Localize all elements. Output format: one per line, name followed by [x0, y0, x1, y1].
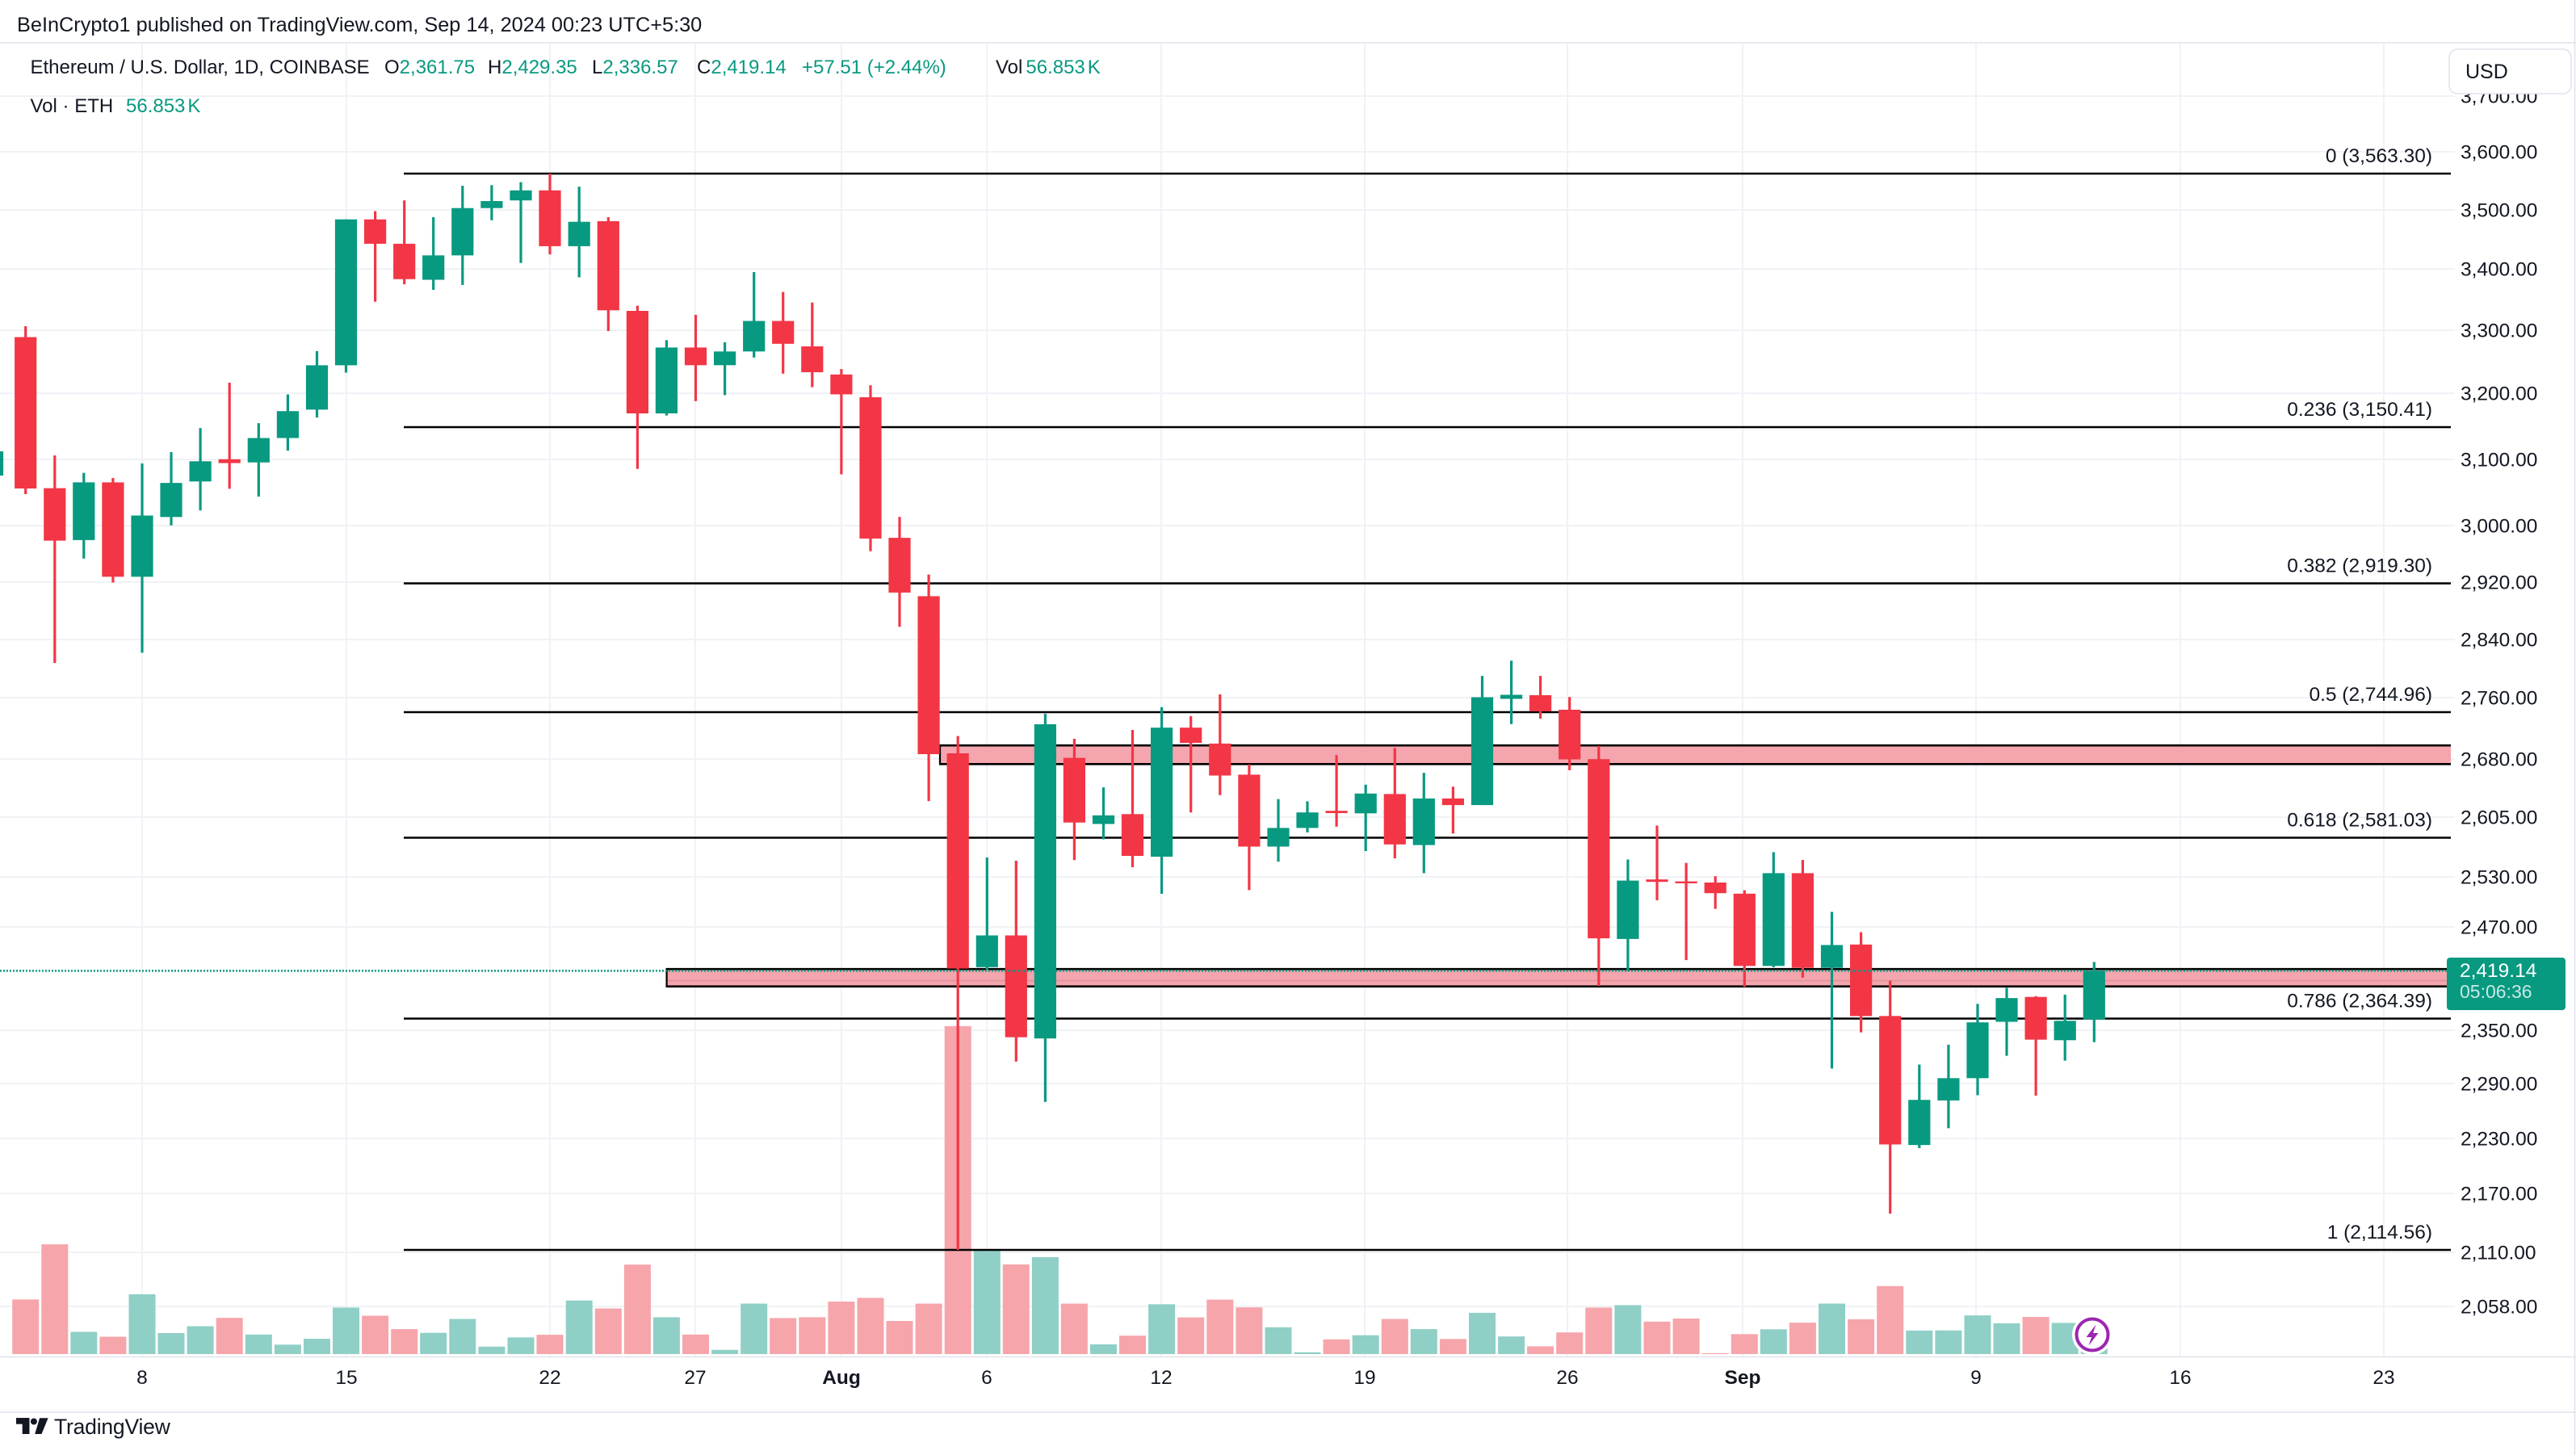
svg-text:BeInCrypto1 published on Tradi: BeInCrypto1 published on TradingView.com…: [17, 14, 702, 36]
svg-text:26: 26: [1556, 1367, 1578, 1389]
svg-text:3,400.00: 3,400.00: [2461, 259, 2537, 281]
svg-text:3,000.00: 3,000.00: [2461, 516, 2537, 538]
svg-text:15: 15: [335, 1367, 357, 1389]
svg-text:6: 6: [981, 1367, 992, 1389]
svg-text:2,760.00: 2,760.00: [2461, 688, 2537, 710]
svg-text:2,290.00: 2,290.00: [2461, 1074, 2537, 1096]
svg-text:2,920.00: 2,920.00: [2461, 572, 2537, 594]
svg-text:1 (2,114.56): 1 (2,114.56): [2327, 1222, 2432, 1243]
svg-text:Aug: Aug: [822, 1367, 861, 1389]
svg-text:2,058.00: 2,058.00: [2461, 1297, 2537, 1319]
svg-text:TradingView: TradingView: [54, 1415, 171, 1439]
svg-text:0.236 (3,150.41): 0.236 (3,150.41): [2287, 399, 2432, 421]
svg-text:9: 9: [1970, 1367, 1982, 1389]
svg-text:0.618 (2,581.03): 0.618 (2,581.03): [2287, 810, 2432, 832]
svg-text:8: 8: [136, 1367, 148, 1389]
svg-text:2,680.00: 2,680.00: [2461, 749, 2537, 771]
svg-text:3,600.00: 3,600.00: [2461, 142, 2537, 164]
svg-text:2,170.00: 2,170.00: [2461, 1184, 2537, 1206]
svg-text:0.5 (2,744.96): 0.5 (2,744.96): [2309, 684, 2432, 706]
svg-text:3,200.00: 3,200.00: [2461, 384, 2537, 405]
svg-text:12: 12: [1150, 1367, 1172, 1389]
svg-text:22: 22: [539, 1367, 560, 1389]
svg-text:05:06:36: 05:06:36: [2460, 981, 2532, 1002]
svg-text:2,530.00: 2,530.00: [2461, 867, 2537, 889]
svg-text:USD: USD: [2465, 61, 2508, 83]
svg-text:3,100.00: 3,100.00: [2461, 450, 2537, 472]
svg-text:0.786 (2,364.39): 0.786 (2,364.39): [2287, 991, 2432, 1013]
svg-text:2,840.00: 2,840.00: [2461, 630, 2537, 652]
svg-text:2,605.00: 2,605.00: [2461, 807, 2537, 829]
svg-text:3,300.00: 3,300.00: [2461, 321, 2537, 342]
svg-text:23: 23: [2373, 1367, 2394, 1389]
svg-text:Ethereum / U.S. Dollar, 1D, CO: Ethereum / U.S. Dollar, 1D, COINBASE O2,3…: [31, 57, 1101, 78]
svg-text:2,350.00: 2,350.00: [2461, 1021, 2537, 1042]
svg-text:2,230.00: 2,230.00: [2461, 1129, 2537, 1151]
svg-text:19: 19: [1353, 1367, 1375, 1389]
svg-text:16: 16: [2169, 1367, 2191, 1389]
svg-text:2,470.00: 2,470.00: [2461, 917, 2537, 939]
svg-text:0 (3,563.30): 0 (3,563.30): [2326, 145, 2432, 167]
svg-text:3,500.00: 3,500.00: [2461, 200, 2537, 222]
svg-text:0.382 (2,919.30): 0.382 (2,919.30): [2287, 556, 2432, 577]
svg-text:2,419.14: 2,419.14: [2460, 960, 2536, 982]
svg-text:27: 27: [684, 1367, 706, 1389]
svg-text:2,110.00: 2,110.00: [2461, 1243, 2536, 1264]
svg-text:Sep: Sep: [1725, 1367, 1761, 1389]
